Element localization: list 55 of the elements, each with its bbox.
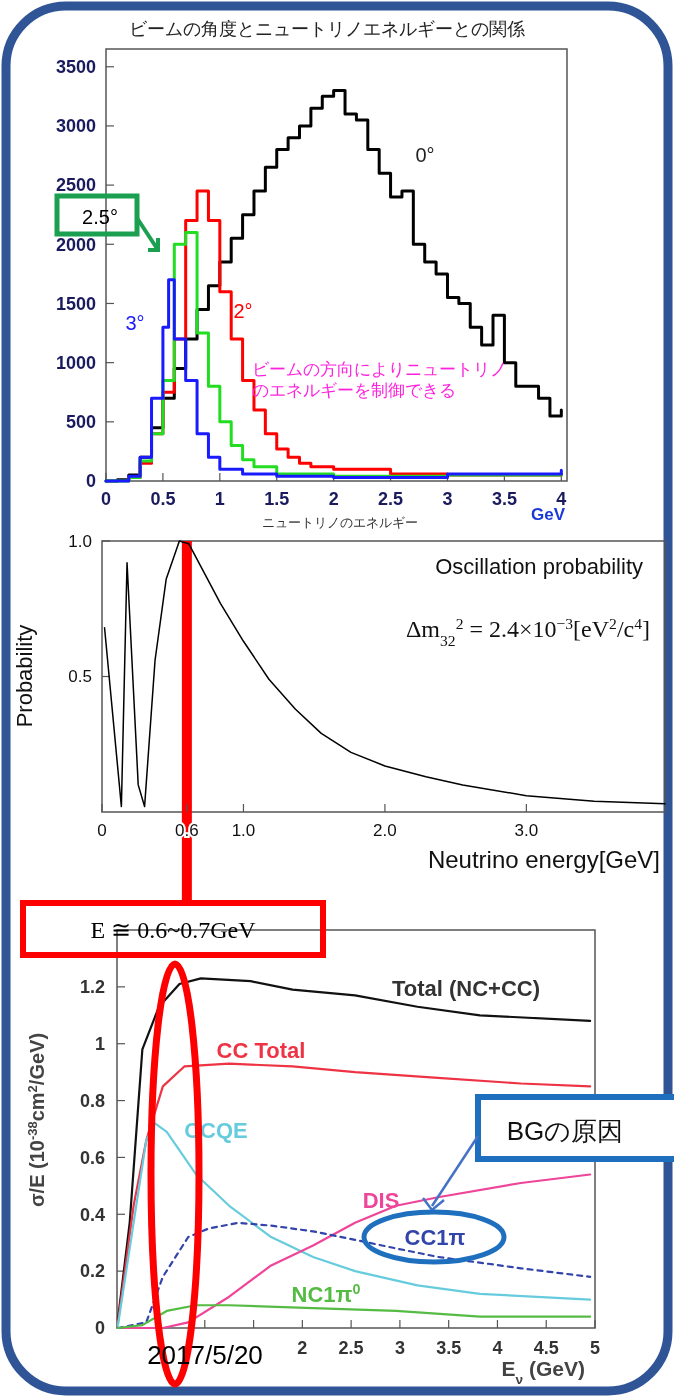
x-tick-label: 5 xyxy=(589,1338,601,1358)
x-tick-label: 3 xyxy=(394,1338,405,1358)
x-tick-label: 4 xyxy=(492,1338,503,1358)
y-tick-label: 0.5 xyxy=(68,667,92,687)
text: Δm$_{32}$$^{2}$ = 2.4×10$^{−3}$[eV$^{2}$/c$^{4}$] xyxy=(405,614,650,649)
x-tick-label: 3.5 xyxy=(436,1338,462,1358)
series-label: CC1π xyxy=(404,1225,466,1250)
x-axis-title: E$_{ν}$ (GeV) xyxy=(501,1357,585,1387)
y-tick-label: 1 xyxy=(94,1034,105,1055)
series-label: DIS xyxy=(362,1188,400,1213)
annotation: ビームの方向によりニュートリノ xyxy=(252,360,507,379)
x-axis-title: ニュートリノのエネルギー xyxy=(262,515,418,530)
y-axis-title: Probability xyxy=(12,624,37,728)
series-label: 3° xyxy=(125,312,145,334)
y-tick-label: 2500 xyxy=(55,175,96,196)
y-tick-label: 0.8 xyxy=(79,1090,105,1111)
series-label: NC1π$^{0}$ xyxy=(291,1281,361,1307)
x-tick-label: 2.5 xyxy=(338,1338,364,1358)
y-tick-label: 500 xyxy=(65,412,96,433)
line-series xyxy=(116,1304,592,1330)
y-tick-label: 0 xyxy=(85,471,96,492)
y-tick-label: 3000 xyxy=(55,116,96,137)
annotation: Oscillation probability xyxy=(435,554,643,579)
text: 2.5° xyxy=(82,206,118,228)
x-tick-label: 2 xyxy=(328,489,339,509)
series-label: 0° xyxy=(415,144,435,166)
y-tick-label: 1.2 xyxy=(79,977,105,998)
x-tick-label: 1.0 xyxy=(231,821,256,840)
x-tick-label: 1 xyxy=(214,489,225,509)
y-tick-label: 0 xyxy=(94,1318,105,1339)
y-tick-label: 0.2 xyxy=(79,1261,105,1282)
y-tick-label: 1500 xyxy=(55,293,96,314)
line-series xyxy=(103,540,666,808)
y-tick-label: 3500 xyxy=(55,57,96,78)
y-tick-label: 0.4 xyxy=(79,1204,105,1225)
series-label: 2° xyxy=(233,300,253,322)
x-tick-label: 3.0 xyxy=(514,821,539,840)
x-tick-label: 3 xyxy=(442,489,453,509)
y-tick-label: 0.6 xyxy=(79,1147,105,1168)
x-tick-label: 4.5 xyxy=(533,1338,559,1358)
series-label: Total (NC+CC) xyxy=(391,976,541,1001)
x-tick-label: 2 xyxy=(297,1338,308,1358)
y-tick-label: 1000 xyxy=(55,352,96,373)
x-tick-label: 2.5 xyxy=(378,489,404,509)
annotation: BGの原因 xyxy=(506,1116,624,1146)
x-tick-label: 1.5 xyxy=(264,489,290,509)
y-tick-label: 1.0 xyxy=(68,531,92,551)
chart-title: ビームの角度とニュートリノエネルギーとの関係 xyxy=(128,19,525,39)
y-tick-label: 2000 xyxy=(55,234,96,255)
x-tick-label: 0.5 xyxy=(150,489,176,509)
annotation: E ≅ 0.6~0.7GeV xyxy=(90,917,257,943)
x-tick-label: 2.0 xyxy=(373,821,397,840)
series-label: CC Total xyxy=(216,1038,306,1063)
x-axis-title: Neutrino energy[GeV] xyxy=(427,846,660,873)
x-tick-label: 3.5 xyxy=(491,489,517,509)
